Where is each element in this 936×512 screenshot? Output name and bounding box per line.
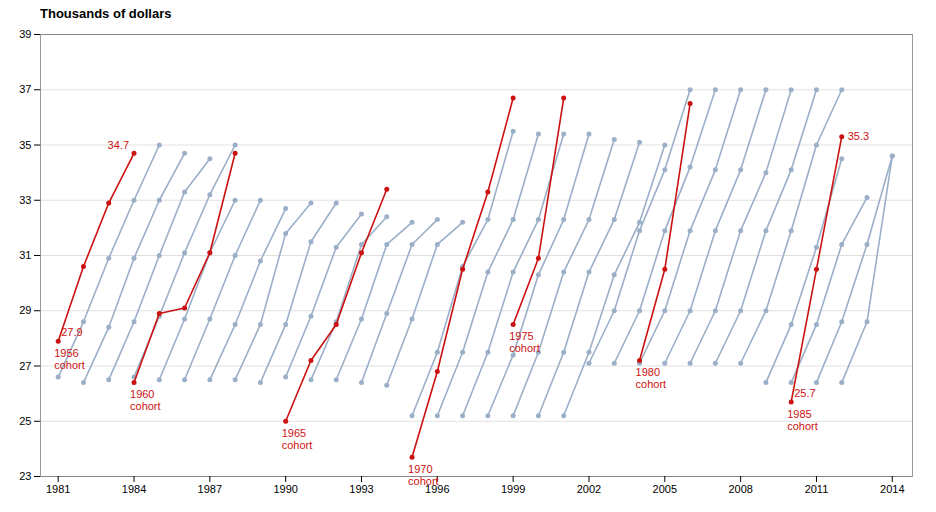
svg-text:1999: 1999 <box>501 483 525 495</box>
svg-text:1987: 1987 <box>198 483 222 495</box>
svg-text:2014: 2014 <box>880 483 904 495</box>
svg-text:23: 23 <box>19 470 31 482</box>
svg-text:2002: 2002 <box>577 483 601 495</box>
svg-text:1990: 1990 <box>273 483 297 495</box>
svg-text:37: 37 <box>19 83 31 95</box>
svg-text:1985cohort: 1985cohort <box>787 408 818 432</box>
svg-text:27.9: 27.9 <box>61 326 82 338</box>
svg-text:1981: 1981 <box>46 483 70 495</box>
svg-text:39: 39 <box>19 28 31 40</box>
html-text:Thousands of dollars: Thousands of dollars <box>40 6 172 21</box>
svg-text:2005: 2005 <box>653 483 677 495</box>
svg-text:35.3: 35.3 <box>848 130 869 142</box>
svg-text:33: 33 <box>19 194 31 206</box>
svg-text:25.7: 25.7 <box>794 387 815 399</box>
svg-text:31: 31 <box>19 249 31 261</box>
svg-text:1965cohort: 1965cohort <box>282 427 313 451</box>
svg-text:1993: 1993 <box>349 483 373 495</box>
svg-text:1956cohort: 1956cohort <box>54 347 85 371</box>
svg-text:35: 35 <box>19 139 31 151</box>
svg-text:1980cohort: 1980cohort <box>636 366 667 390</box>
svg-text:1975cohort: 1975cohort <box>509 330 540 354</box>
svg-text:25: 25 <box>19 415 31 427</box>
svg-text:27: 27 <box>19 360 31 372</box>
svg-text:1970cohort: 1970cohort <box>408 463 439 487</box>
svg-text:34.7: 34.7 <box>108 139 129 151</box>
svg-text:1984: 1984 <box>122 483 146 495</box>
svg-text:2011: 2011 <box>805 483 829 495</box>
svg-text:1996: 1996 <box>425 483 450 496</box>
svg-text:1960cohort: 1960cohort <box>130 388 161 412</box>
svg-text:2008: 2008 <box>728 483 752 495</box>
svg-text:29: 29 <box>19 304 31 316</box>
